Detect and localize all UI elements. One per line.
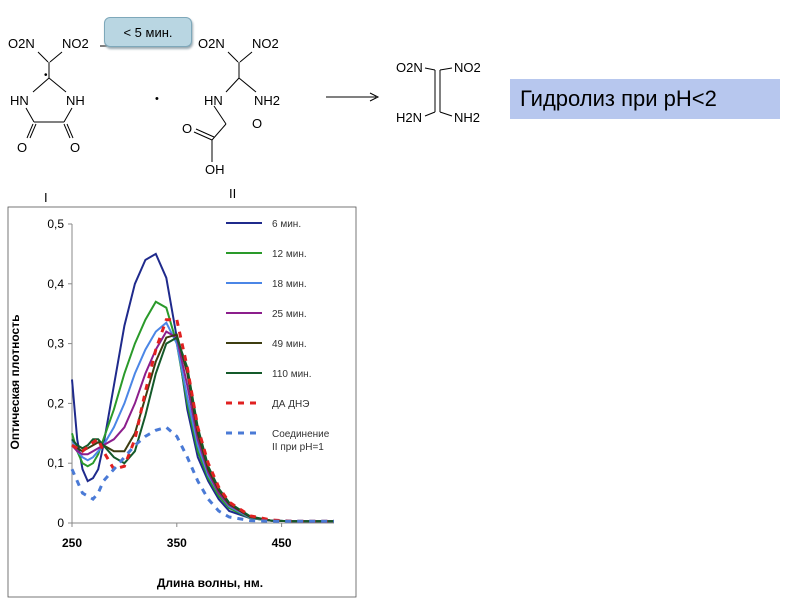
legend-label: 12 мин.	[272, 249, 307, 260]
atom-o2n-2: O2N	[198, 36, 225, 51]
atom-no2-2: NO2	[252, 36, 279, 51]
y-tick-label: 0,2	[47, 396, 64, 410]
legend-label: 110 мин.	[272, 369, 311, 380]
atom-o-1: O	[17, 140, 28, 155]
legend-label: ДА ДНЭ	[272, 399, 309, 410]
x-tick-label: 350	[167, 536, 187, 550]
x-tick-label: 250	[62, 536, 82, 550]
series-line	[70, 425, 334, 523]
y-tick-label: 0,5	[47, 217, 64, 231]
y-tick-label: 0,1	[47, 456, 64, 470]
atom-h2n: H2N	[396, 110, 423, 125]
atom-nh2-2: NH2	[454, 110, 481, 125]
legend-label: 18 мин.	[272, 279, 307, 290]
y-tick-label: 0,3	[47, 337, 64, 351]
series-line	[71, 300, 334, 523]
atom-nh2-1: NH2	[254, 93, 281, 108]
atom-dot: •	[44, 70, 48, 81]
atom-nh-1: NH	[66, 93, 85, 108]
atom-dot-2: •	[155, 93, 159, 105]
atom-o-4: O	[182, 121, 193, 136]
atom-no2-3: NO2	[454, 60, 481, 75]
atom-hn-2: HN	[204, 93, 223, 108]
y-tick-label: 0,4	[47, 277, 64, 291]
scheme-bonds	[25, 45, 453, 162]
atom-o-2: O	[70, 140, 81, 155]
atom-no2-1: NO2	[62, 36, 89, 51]
absorbance-chart: 0 0,1 0,2 0,3 0,4 0,5 250 350 450 6 мин. 12 мин.…	[7, 206, 357, 598]
series-line	[71, 333, 334, 523]
legend-label: 49 мин.	[272, 339, 307, 350]
compound-label-1: I	[44, 190, 48, 205]
atom-o2n-3: O2N	[396, 60, 423, 75]
atom-oh: OH	[205, 162, 225, 177]
legend-label: Соединение II при pH=1	[272, 429, 330, 453]
y-tick-label: 0	[57, 516, 64, 530]
legend-label: 25 мин.	[272, 309, 307, 320]
chart-frame	[7, 206, 357, 598]
series-line	[71, 252, 334, 523]
series-line	[71, 318, 334, 523]
atom-o2n-1: O2N	[8, 36, 35, 51]
legend-label: 6 мин.	[272, 219, 301, 230]
y-axis-label: Оптическая плотность	[8, 314, 22, 450]
atom-hn-1: HN	[10, 93, 29, 108]
reaction-time-box: < 5 мин.	[104, 17, 192, 47]
atom-o-3: O	[252, 116, 263, 131]
x-axis-label: Длина волны, нм.	[156, 576, 264, 590]
compound-label-2: II	[229, 186, 237, 201]
hydrolysis-label: Гидролиз при pH<2	[510, 79, 780, 119]
x-tick-label: 450	[272, 536, 292, 550]
